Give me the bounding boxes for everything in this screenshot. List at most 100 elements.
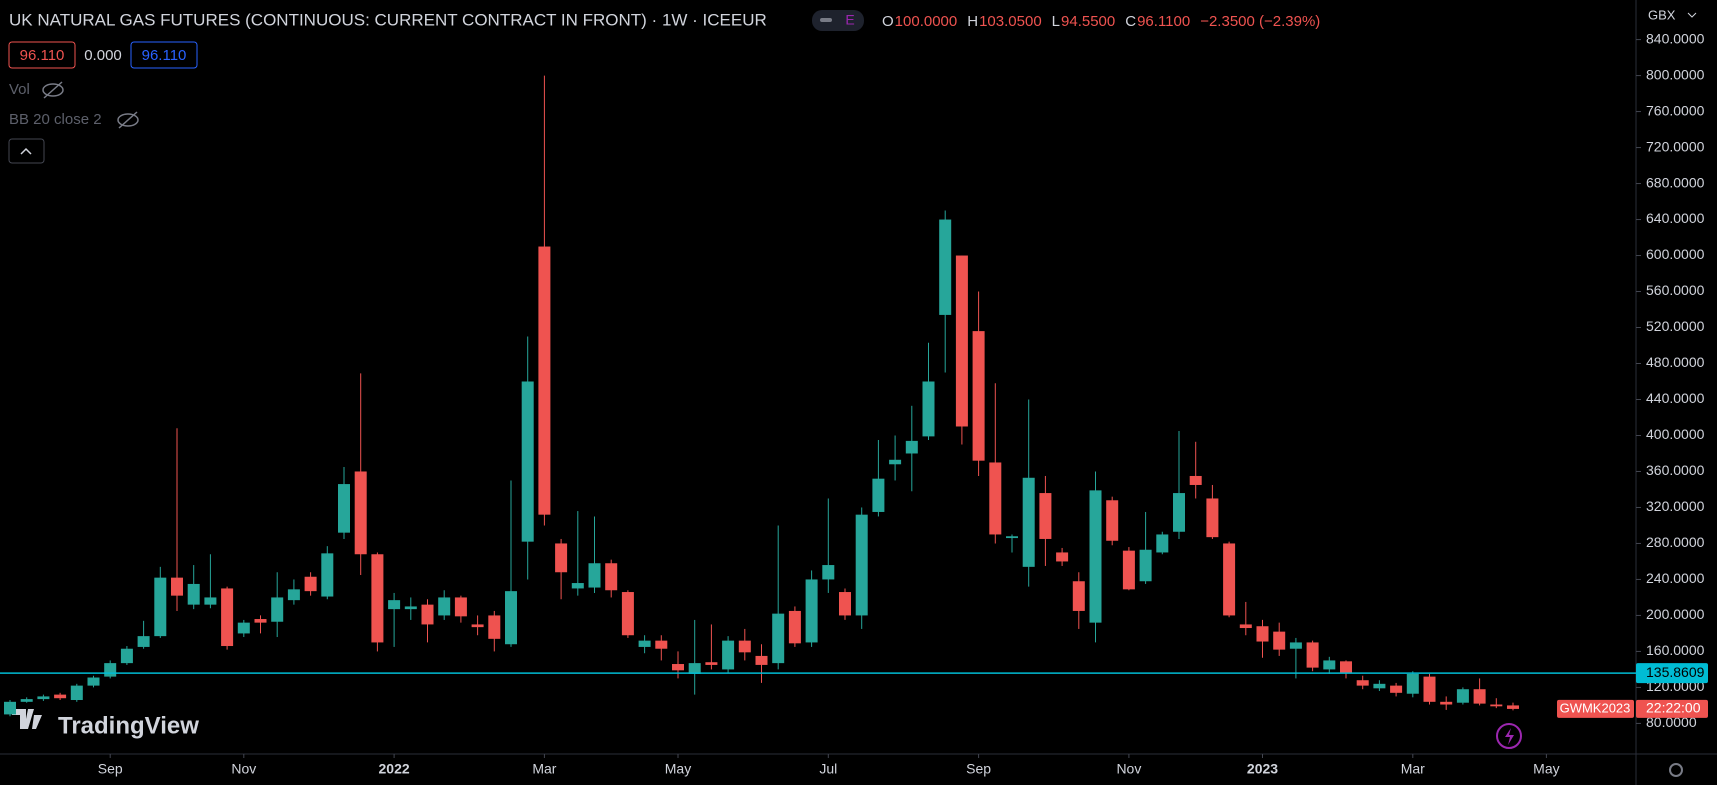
indicator-bb[interactable]: BB 20 close 2 (9, 111, 102, 128)
candle-body (588, 563, 601, 588)
x-tick-label: Sep (966, 761, 991, 777)
y-tick-label: 320.0000 (1646, 498, 1705, 514)
y-tick-label: 200.0000 (1646, 606, 1705, 622)
price-line-box (1636, 663, 1708, 684)
bid: 96.110 (20, 47, 65, 64)
candle-body (939, 219, 952, 315)
candle-body (70, 685, 83, 701)
candle-body (104, 663, 117, 677)
collapse-button[interactable] (8, 138, 45, 164)
logo-text: TradingView (58, 712, 199, 739)
ohlc-item: L (1052, 13, 1060, 30)
x-tick-label: Sep (98, 761, 123, 777)
candle-body (955, 255, 968, 427)
candle-body (1156, 534, 1169, 553)
candle-body (788, 610, 801, 644)
candle-body (688, 663, 701, 674)
candle-body (1323, 660, 1336, 670)
x-tick-label: Jul (819, 761, 837, 777)
candle-body (1289, 642, 1302, 649)
candle-body (1022, 477, 1035, 567)
candle-body (471, 624, 484, 628)
collapse-icon (20, 147, 32, 155)
ask-box[interactable] (130, 41, 198, 69)
symbol-label: GWMK2023 (1560, 700, 1631, 715)
candle-body (454, 597, 467, 617)
candle-body (655, 640, 668, 649)
candle-body (1173, 493, 1185, 532)
x-tick-label: 2022 (379, 761, 410, 777)
x-tick-label: 2023 (1247, 761, 1278, 777)
candle-body (889, 459, 902, 465)
ohlc-item: O (882, 13, 894, 30)
bid-box[interactable] (8, 41, 76, 69)
y-tick-label: 680.0000 (1646, 174, 1705, 190)
candle-body (621, 592, 634, 636)
candle-body (388, 600, 401, 610)
candle-body (1223, 543, 1236, 616)
alert-icon (1505, 728, 1514, 745)
candle-body (204, 597, 217, 605)
candle-body (1273, 631, 1286, 650)
alert-button[interactable] (1496, 723, 1522, 749)
candle-body (1473, 689, 1486, 704)
candle-body (1072, 581, 1085, 611)
candle-body (404, 606, 417, 610)
candle-body (738, 640, 751, 653)
x-tick-label: Nov (231, 761, 256, 777)
candle-body (672, 664, 684, 671)
countdown-label: 22:22:00 (1646, 700, 1701, 716)
candle-body (822, 565, 835, 580)
symbol-box (1557, 699, 1634, 718)
candle-body (271, 597, 284, 622)
candle-body (1306, 642, 1319, 668)
candle-body (1189, 475, 1202, 485)
ohlc-item: 96.1100 (1137, 13, 1190, 30)
settings-button[interactable] (1669, 763, 1683, 777)
candle-body (722, 640, 735, 670)
candle-body (287, 589, 300, 601)
candle-body (772, 613, 785, 664)
currency[interactable]: GBX (1648, 7, 1676, 22)
candle-body (221, 588, 234, 647)
ohlc-legend: O 100.0000 H 103.0500 L 94.5500 C 96.1100 −2.350… (882, 13, 1320, 30)
candle-body (4, 701, 16, 715)
candle-body (187, 583, 200, 605)
badge: E (845, 12, 854, 28)
candle-body (521, 381, 534, 542)
candle-body (505, 591, 517, 645)
ohlc-item: 100.0000 (895, 13, 958, 30)
candle-body (705, 662, 718, 665)
candle-body (605, 563, 618, 591)
hidden-icons (42, 81, 139, 129)
candle-body (438, 597, 451, 616)
y-tick-label: 560.0000 (1646, 282, 1705, 298)
candle-body (755, 655, 768, 665)
y-tick-label: 280.0000 (1646, 534, 1705, 550)
y-tick-label: 800.0000 (1646, 66, 1705, 82)
candle-body (488, 615, 501, 639)
candle-body (1373, 683, 1386, 689)
y-tick-label: 160.0000 (1646, 642, 1705, 658)
ohlc-item: −2.3500 (−2.39%) (1200, 13, 1320, 30)
candle-body (1056, 552, 1069, 562)
candle-body (571, 583, 584, 589)
session-toggle[interactable] (812, 10, 864, 31)
candle-body (538, 246, 551, 515)
x-tick-label: May (665, 761, 691, 777)
candle-body (1340, 661, 1352, 674)
candle-body (1122, 550, 1135, 590)
candle-body (905, 440, 918, 454)
candle-body (1089, 490, 1102, 623)
candle-body (1206, 498, 1219, 538)
candle-body (37, 696, 50, 700)
x-tick-label: Nov (1116, 761, 1141, 777)
candle-body (120, 648, 133, 664)
candle-body (839, 592, 851, 616)
candle-body (805, 579, 818, 643)
candle-body (1256, 626, 1269, 642)
y-tick-label: 480.0000 (1646, 354, 1705, 370)
indicator-vol[interactable]: Vol (9, 81, 30, 98)
logo: TradingView (12, 709, 199, 739)
